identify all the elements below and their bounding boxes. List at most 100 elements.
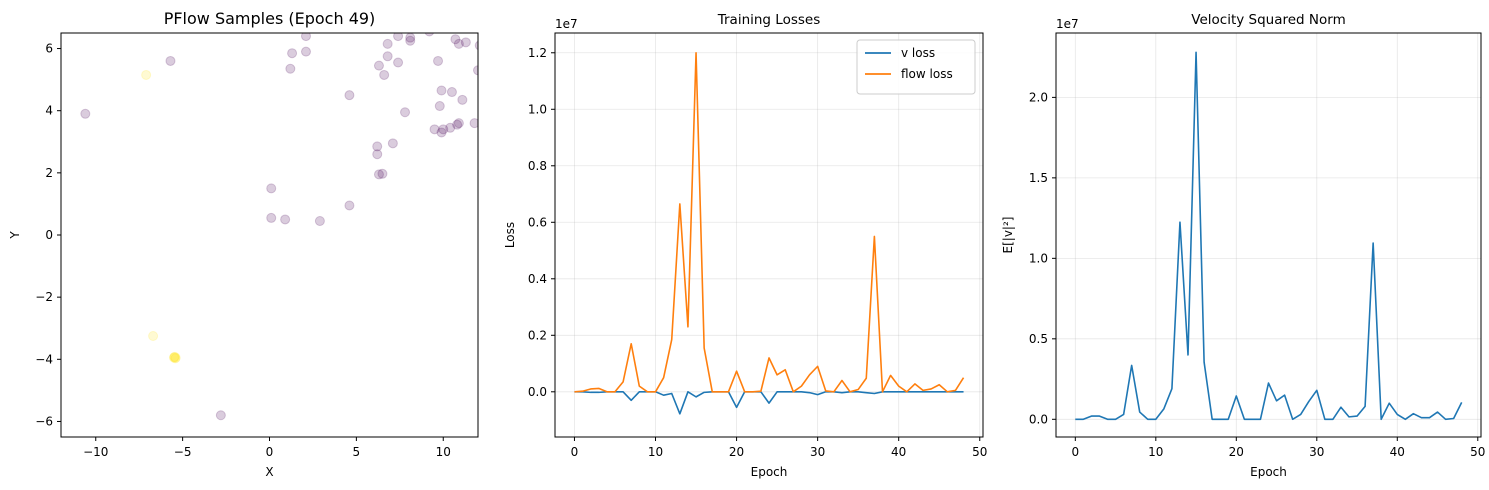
series-line-1 [574,390,964,415]
plot-area [80,33,478,421]
scatter-point [445,122,456,133]
scatter-point [141,69,152,80]
scatter-point [377,168,388,179]
scatter-point [382,38,393,49]
chart-panel-3: 0 10 20 30 40 50 0.0 0.5 1.0 1.5 2.0 Velocity Squar… [1001,12,1485,479]
x-tick-label: 0 [1071,445,1079,459]
scatter-point [285,63,296,74]
legend-label-1: v loss [901,46,935,60]
axes-frame [1055,32,1482,438]
y-axis-label: E[|v|²] [1001,217,1015,254]
scatter-point [429,124,440,135]
x-tick-label: 40 [1390,445,1405,459]
scatter-point [457,94,468,105]
scatter-point [436,127,447,138]
scatter-point [400,107,411,118]
scatter-point [433,55,444,66]
plot-area [574,51,965,415]
x-tick-label: 20 [1229,445,1244,459]
scatter-point [80,108,91,119]
scatter-point [387,138,398,149]
scatter-point [473,65,478,76]
y-tick-label: 0.8 [528,159,547,173]
scatter-point [300,46,311,57]
y-tick-label: 1.2 [528,46,547,60]
scatter-point [266,212,277,223]
scatter-point [405,33,416,43]
y-tick-label: 2 [45,166,53,180]
chart-title: PFlow Samples (Epoch 49) [164,9,376,28]
y-tick-label: −6 [35,414,53,428]
y-tick-label: 0.5 [1029,332,1048,346]
x-tick-label: 0 [571,445,579,459]
scatter-point [170,352,181,363]
x-tick-label: 10 [436,445,451,459]
y-tick-label: 0.6 [528,215,547,229]
x-tick-label: 30 [1309,445,1324,459]
y-tick-label: 0 [45,228,53,242]
y-tick-label: −2 [35,290,53,304]
x-tick-label: 50 [972,445,987,459]
y-tick-label: 4 [45,104,53,118]
x-tick-label: 10 [1148,445,1163,459]
scatter-point [379,69,390,80]
scatter-point [438,124,449,135]
legend: v loss flow loss [856,39,976,95]
scatter-point [474,40,478,51]
x-tick-label: −5 [174,445,192,459]
scatter-point [436,85,447,96]
scatter-point [344,200,355,211]
scatter-point [169,351,180,362]
x-tick-label: 20 [729,445,744,459]
scatter-point [170,353,181,364]
scatter-point [344,90,355,101]
scatter-point [469,118,478,129]
scatter-point [393,57,404,68]
plot-area [1075,51,1463,421]
scatter-point [382,51,393,62]
x-axis-label: Epoch [751,465,788,479]
scatter-point [453,38,464,49]
scatter-point [148,331,159,341]
scatter-point [460,37,471,48]
scatter-point [373,60,384,71]
scatter-point [446,87,457,98]
scatter-point [300,33,311,42]
scatter-point [405,35,416,46]
scatter-point [373,169,384,180]
chart-title: Velocity Squared Norm [1191,12,1345,28]
scatter-point [280,214,291,225]
y-tick-label: 0.2 [528,328,547,342]
y-tick-label: 0.0 [1029,412,1048,426]
y-tick-label: 1.5 [1029,171,1048,185]
scatter-point [452,119,463,130]
x-axis-label: X [265,465,273,479]
x-tick-label: 40 [891,445,906,459]
y-tick-label: 6 [45,42,53,56]
legend-label-2: flow loss [901,67,953,81]
scatter-point [453,118,464,129]
y-tick-label: 1.0 [528,102,547,116]
scale-offset-label: 1e7 [1056,17,1079,31]
x-tick-label: 30 [810,445,825,459]
x-tick-label: 5 [353,445,361,459]
scale-offset-label: 1e7 [555,17,578,31]
chart-panel-1: −10 −5 0 5 10 −6 −4 −2 0 2 4 6 PFlow Samples (Epoch … [8,9,479,479]
scatter-point [450,34,461,45]
axes-frame [60,32,479,438]
scatter-point [314,216,325,227]
y-axis-label: Y [8,231,22,240]
x-tick-label: 50 [1470,445,1485,459]
x-axis-label: Epoch [1250,465,1287,479]
scatter-point [372,141,383,152]
series-line-2 [574,51,965,393]
scatter-point [287,48,298,59]
x-tick-label: −10 [83,445,108,459]
scatter-point [215,410,226,421]
x-tick-label: 10 [648,445,663,459]
scatter-point [372,149,383,160]
scatter-point [266,183,277,194]
chart-panel-2: 0 10 20 30 40 50 0.0 0.2 0.4 0.6 0.8 1.0 1.2 Training… [503,12,987,479]
scatter-point [424,33,435,37]
